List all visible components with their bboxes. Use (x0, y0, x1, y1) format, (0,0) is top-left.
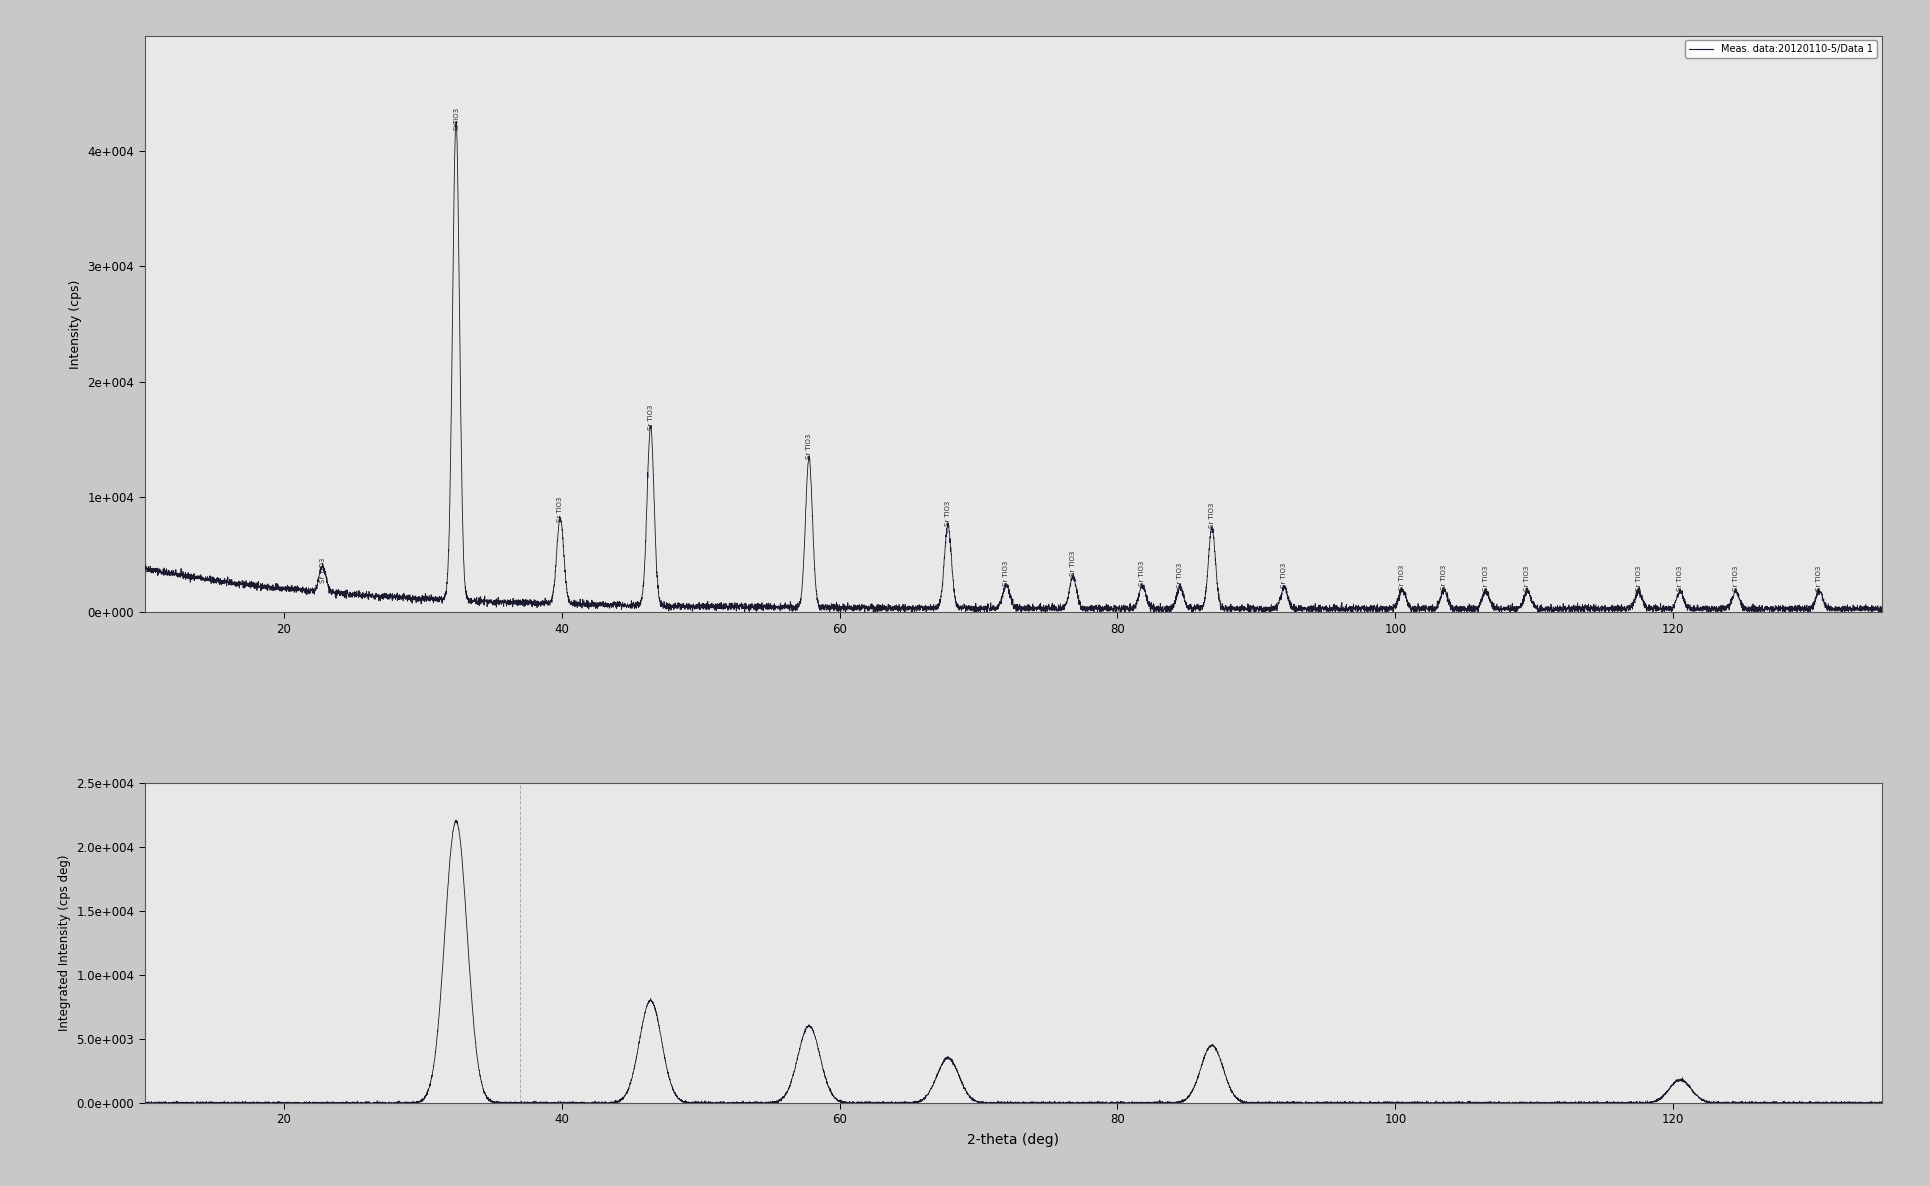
Text: Sr TiO3: Sr TiO3 (558, 497, 564, 522)
Text: Sr TiO3: Sr TiO3 (946, 500, 951, 525)
Y-axis label: Intensity (cps): Intensity (cps) (69, 279, 81, 369)
Text: Sr TiO3: Sr TiO3 (1525, 566, 1530, 592)
Text: Sr TiO3: Sr TiO3 (1177, 562, 1183, 588)
Text: Sr TiO3: Sr TiO3 (1482, 566, 1488, 592)
X-axis label: 2-theta (deg): 2-theta (deg) (967, 1134, 1060, 1147)
Text: Sr TiO3: Sr TiO3 (1733, 566, 1739, 592)
Text: Sr TiO3: Sr TiO3 (1069, 551, 1077, 576)
Text: Sr TiO3: Sr TiO3 (1442, 565, 1448, 591)
Text: Sr TiO3: Sr TiO3 (1208, 503, 1216, 528)
Text: Sr TiO3: Sr TiO3 (648, 404, 654, 431)
Text: Sr TiO3: Sr TiO3 (1004, 560, 1009, 586)
Y-axis label: Integrated Intensity (cps deg): Integrated Intensity (cps deg) (58, 855, 71, 1031)
Legend: Meas. data:20120110-5/Data 1: Meas. data:20120110-5/Data 1 (1685, 40, 1876, 58)
Text: Sr TiO3: Sr TiO3 (320, 557, 326, 584)
Text: Sr TiO3: Sr TiO3 (1139, 560, 1146, 586)
Text: Sr TiO3: Sr TiO3 (1282, 562, 1287, 588)
Text: Sr TiO3: Sr TiO3 (1816, 566, 1822, 592)
Text: SrTiO3: SrTiO3 (454, 107, 459, 130)
Text: Sr TiO3: Sr TiO3 (1635, 566, 1642, 592)
Text: Sr TiO3: Sr TiO3 (1399, 565, 1405, 591)
Text: Sr TiO3: Sr TiO3 (1677, 566, 1683, 592)
Text: Sr TiO3: Sr TiO3 (807, 433, 813, 459)
